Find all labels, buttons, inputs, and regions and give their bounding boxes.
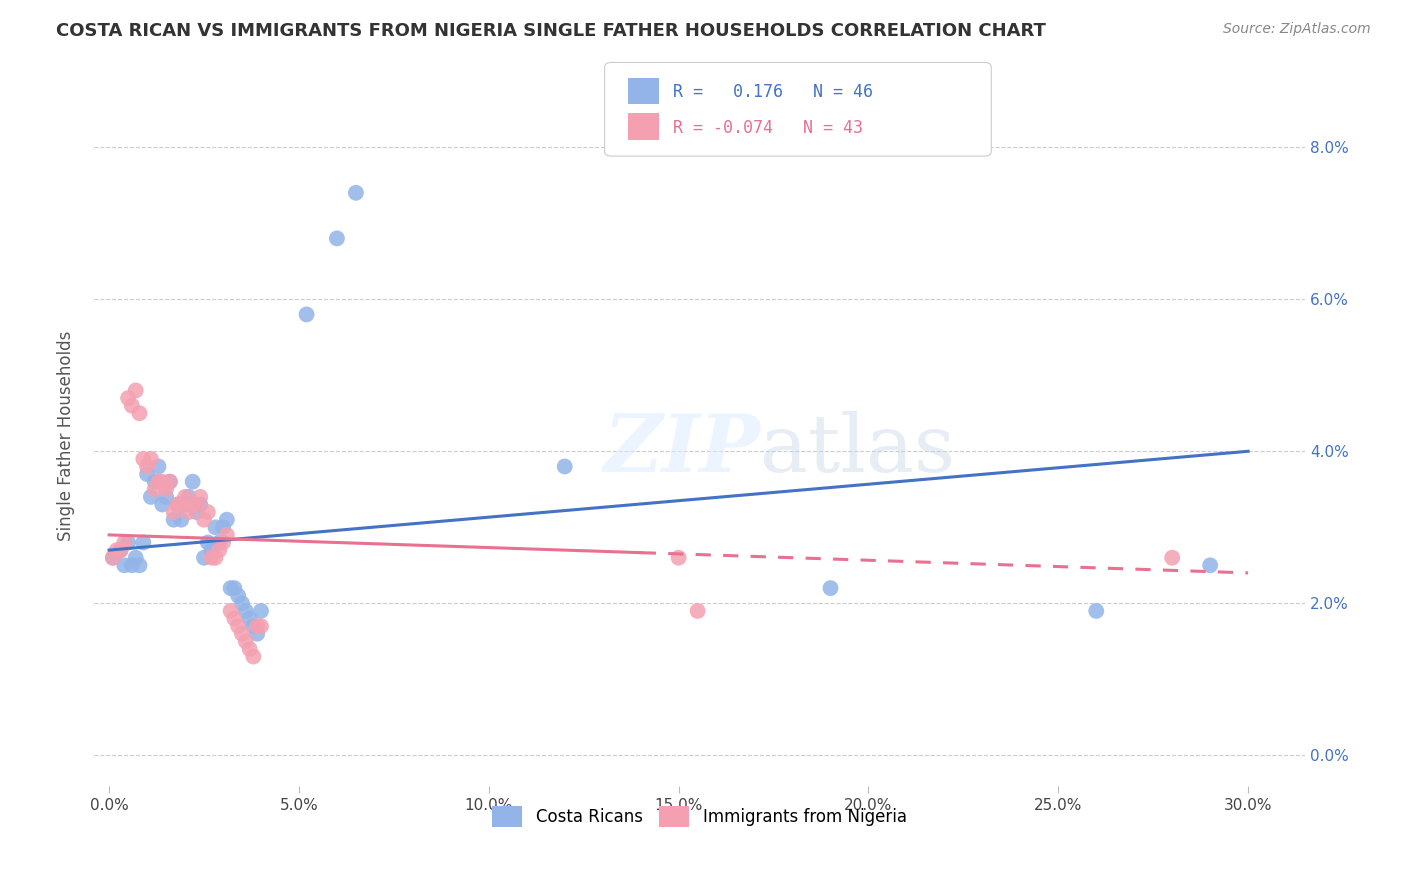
Text: ZIP: ZIP: [603, 411, 761, 489]
Point: [295, 308, 318, 322]
Point: [239, 611, 262, 625]
Point: [132, 535, 155, 549]
Point: [166, 498, 188, 512]
Point: [174, 490, 197, 504]
Point: [193, 550, 215, 565]
Point: [170, 498, 193, 512]
Point: [204, 550, 226, 565]
Point: [344, 186, 367, 200]
Point: [181, 498, 204, 512]
Point: [110, 543, 132, 558]
Point: [820, 581, 842, 595]
Point: [166, 498, 188, 512]
Point: [155, 490, 177, 504]
Point: [219, 604, 242, 618]
Legend: Costa Ricans, Immigrants from Nigeria: Costa Ricans, Immigrants from Nigeria: [485, 800, 914, 833]
Point: [163, 505, 186, 519]
Point: [170, 513, 193, 527]
Point: [1199, 558, 1222, 573]
Point: [101, 550, 124, 565]
Point: [226, 619, 249, 633]
Point: [197, 535, 219, 549]
Point: [224, 611, 246, 625]
Point: [224, 581, 246, 595]
Point: [139, 451, 162, 466]
Point: [159, 475, 181, 489]
Point: [212, 520, 235, 534]
Text: COSTA RICAN VS IMMIGRANTS FROM NIGERIA SINGLE FATHER HOUSEHOLDS CORRELATION CHAR: COSTA RICAN VS IMMIGRANTS FROM NIGERIA S…: [56, 22, 1046, 40]
Point: [326, 231, 349, 245]
Point: [132, 451, 155, 466]
Point: [143, 483, 166, 497]
Point: [239, 642, 262, 657]
Point: [188, 498, 211, 512]
Point: [117, 535, 139, 549]
Y-axis label: Single Father Households: Single Father Households: [58, 331, 75, 541]
Point: [215, 513, 238, 527]
Point: [219, 581, 242, 595]
Point: [121, 558, 143, 573]
Point: [193, 513, 215, 527]
Point: [250, 604, 273, 618]
Text: R = -0.074   N = 43: R = -0.074 N = 43: [673, 119, 863, 136]
Point: [177, 505, 200, 519]
Point: [159, 475, 181, 489]
Point: [148, 475, 170, 489]
Point: [686, 604, 709, 618]
Point: [231, 626, 253, 640]
Point: [208, 543, 231, 558]
Point: [235, 604, 257, 618]
Point: [177, 490, 200, 504]
Text: R =   0.176   N = 46: R = 0.176 N = 46: [673, 83, 873, 101]
Point: [204, 520, 226, 534]
Point: [1161, 550, 1184, 565]
Point: [150, 475, 173, 489]
Point: [139, 490, 162, 504]
Point: [186, 505, 208, 519]
Point: [101, 550, 124, 565]
Point: [242, 619, 264, 633]
Point: [112, 535, 135, 549]
Point: [163, 513, 186, 527]
Point: [136, 459, 159, 474]
Point: [235, 634, 257, 648]
Point: [155, 483, 177, 497]
Point: [668, 550, 690, 565]
Point: [117, 391, 139, 405]
Point: [215, 528, 238, 542]
Point: [136, 467, 159, 481]
Point: [128, 406, 150, 420]
Point: [110, 543, 132, 558]
Point: [188, 490, 211, 504]
Point: [1085, 604, 1108, 618]
Point: [148, 459, 170, 474]
Point: [226, 589, 249, 603]
Point: [143, 475, 166, 489]
Text: atlas: atlas: [761, 411, 955, 489]
Point: [197, 505, 219, 519]
Point: [174, 498, 197, 512]
Point: [231, 596, 253, 610]
Point: [208, 535, 231, 549]
Point: [125, 550, 148, 565]
Point: [128, 558, 150, 573]
Point: [150, 498, 173, 512]
Point: [121, 399, 143, 413]
Point: [242, 649, 264, 664]
Point: [250, 619, 273, 633]
Point: [201, 543, 224, 558]
Point: [201, 550, 224, 565]
Point: [554, 459, 576, 474]
Point: [105, 543, 128, 558]
Point: [246, 626, 269, 640]
Point: [181, 475, 204, 489]
Point: [125, 384, 148, 398]
Point: [112, 558, 135, 573]
Point: [246, 619, 269, 633]
Point: [186, 498, 208, 512]
Text: Source: ZipAtlas.com: Source: ZipAtlas.com: [1223, 22, 1371, 37]
Point: [212, 535, 235, 549]
